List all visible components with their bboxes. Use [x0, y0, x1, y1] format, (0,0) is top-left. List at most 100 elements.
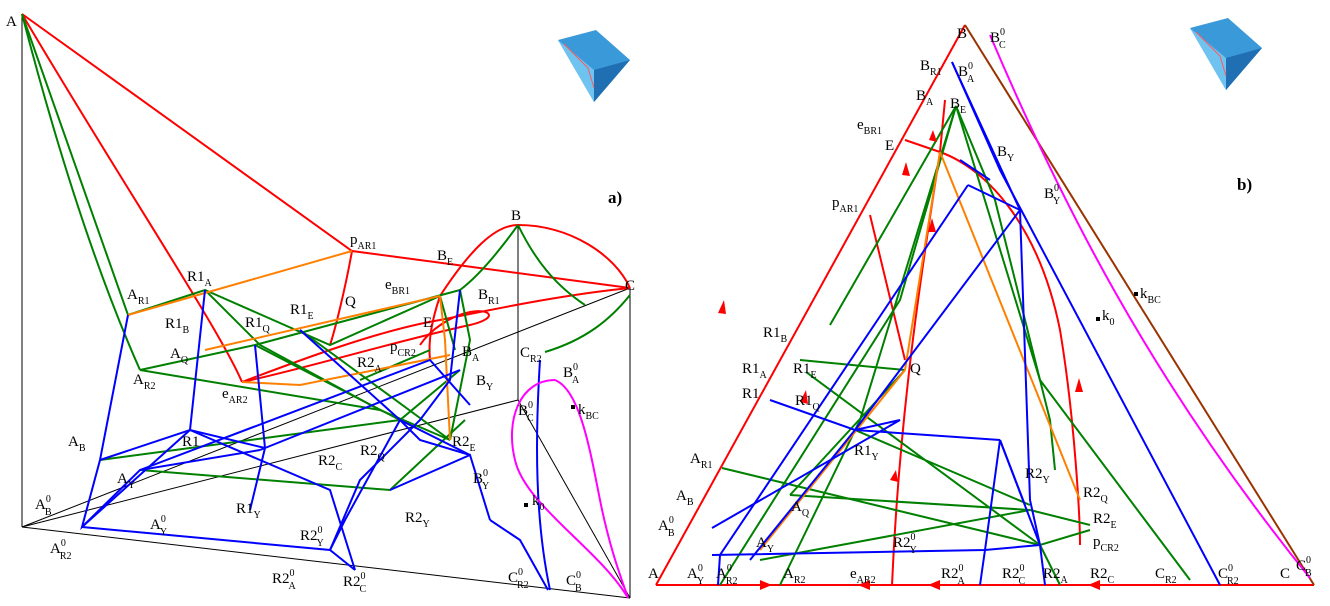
label-kBC: kBC: [578, 402, 599, 422]
label-BA: BA: [916, 88, 934, 108]
label-R1: R1: [182, 434, 200, 450]
label-BE: BE: [950, 96, 966, 116]
label-BA: BA: [462, 344, 480, 364]
label-pAR1: pAR1: [350, 232, 376, 252]
label-CR2: CR2: [1155, 566, 1177, 586]
label-R2A0: R20 A: [272, 568, 297, 592]
label-R2C0: R20 C: [1002, 563, 1026, 587]
panel-a-red-lines: [21, 13, 631, 383]
surface-thumbnail-icon: [558, 30, 630, 102]
label-A: A: [648, 566, 659, 582]
label-R2A0: R20 A: [941, 563, 966, 587]
point-kBC: [1134, 292, 1138, 296]
panel-a-prism: [21, 13, 631, 599]
label-AR1: AR1: [127, 287, 150, 307]
label-R2A: R2A: [1043, 566, 1069, 586]
label-R1B: R1B: [165, 316, 190, 336]
label-BC0: B0 C: [990, 27, 1006, 51]
label-BA0: B0 A: [563, 362, 580, 386]
label-E: E: [885, 138, 894, 154]
label-AY0: A0 Y: [150, 514, 167, 538]
label-AY: AY: [756, 535, 774, 555]
label-R1E: R1E: [290, 302, 314, 322]
label-eAR2: eAR2: [850, 566, 876, 586]
label-AQ: AQ: [791, 499, 810, 519]
label-AR1: AR1: [690, 451, 713, 471]
label-pCR2: pCR2: [1093, 534, 1119, 554]
label-R1Y: R1Y: [236, 501, 261, 521]
point-k0: [524, 503, 528, 507]
label-BE: BE: [437, 248, 453, 268]
label-R2C0: R20 C: [343, 571, 367, 595]
label-pAR1: pAR1: [832, 195, 858, 215]
label-R1E: R1E: [793, 361, 817, 381]
label-R1B: R1B: [763, 325, 788, 345]
panel-b-magenta-curve: [989, 34, 1311, 579]
label-AB0: A0 B: [35, 494, 52, 518]
label-BY: BY: [476, 373, 493, 393]
label-AR2: AR2: [133, 372, 156, 392]
surface-thumbnail-icon: [1190, 18, 1262, 90]
label-R2E: R2E: [452, 434, 476, 454]
panel-b-blue-lines: [711, 61, 1221, 586]
label-R1Q: R1Q: [795, 393, 821, 413]
point-k0: [1096, 317, 1100, 321]
label-BY0: B0 Y: [1044, 183, 1060, 207]
label-pCR2: pCR2: [390, 339, 416, 359]
panel-a-magenta-curve: [510, 379, 629, 599]
label-CR20: C0 R2: [1218, 563, 1239, 587]
label-AY0: A0 Y: [687, 563, 704, 587]
label-BY0: B0 Y: [473, 468, 489, 492]
label-R2Q: R2Q: [360, 443, 386, 463]
label-R2Y: R2Y: [405, 510, 430, 530]
label-AR20: A0 R2: [50, 538, 72, 562]
label-R2A: R2A: [357, 355, 383, 375]
label-R2Q: R2Q: [1083, 485, 1109, 505]
label-AR20: A0 R2: [716, 563, 738, 587]
label-R1A: R1A: [742, 361, 768, 381]
label-eAR2: eAR2: [222, 386, 248, 406]
panel-a-green-lines: [21, 13, 631, 492]
panel-b-orange-lines: [759, 151, 1081, 551]
panel-a-blue-lines: [80, 289, 551, 591]
label-C: C: [625, 278, 635, 294]
label-R1Q: R1Q: [245, 315, 271, 335]
label-BA0: B0 A: [958, 61, 975, 85]
label-C: C: [1280, 566, 1290, 582]
label-k0: k0: [1102, 308, 1115, 328]
label-B: B: [511, 208, 521, 224]
panel-b-triangle: [655, 18, 1315, 590]
label-CB0: C0 B: [566, 570, 582, 594]
label-CB0: C0 B: [1296, 555, 1312, 579]
label-R2C: R2C: [1090, 566, 1115, 586]
label-CR2: CR2: [520, 345, 542, 365]
label-R2C: R2C: [318, 453, 343, 473]
label-eBR1: eBR1: [857, 117, 882, 137]
panel-b-tag: b): [1237, 175, 1252, 194]
label-R2Y0: R20 Y: [893, 532, 917, 556]
label-R2Y0: R20 Y: [300, 525, 324, 549]
label-AQ: AQ: [170, 346, 189, 366]
label-CR20: C0 R2: [508, 567, 529, 591]
label-AB0: A0 B: [658, 515, 675, 539]
panel-a-orange-lines: [127, 250, 451, 441]
label-A: A: [6, 14, 17, 30]
label-AB: AB: [68, 434, 86, 454]
label-BR1: BR1: [920, 58, 942, 78]
label-AY: AY: [117, 471, 135, 491]
label-R1: R1: [742, 386, 760, 402]
point-kBC: [571, 405, 575, 409]
label-BY: BY: [997, 144, 1014, 164]
label-R2Y: R2Y: [1025, 466, 1050, 486]
label-Q: Q: [910, 361, 921, 377]
label-R1A: R1A: [187, 269, 213, 289]
label-AR2: AR2: [783, 566, 806, 586]
panel-b-direction-arrows: [718, 130, 1100, 590]
label-R1Y: R1Y: [854, 443, 879, 463]
panel-b-red-lines: [869, 99, 1081, 586]
label-eBR1: eBR1: [385, 277, 410, 297]
label-AB: AB: [676, 488, 694, 508]
